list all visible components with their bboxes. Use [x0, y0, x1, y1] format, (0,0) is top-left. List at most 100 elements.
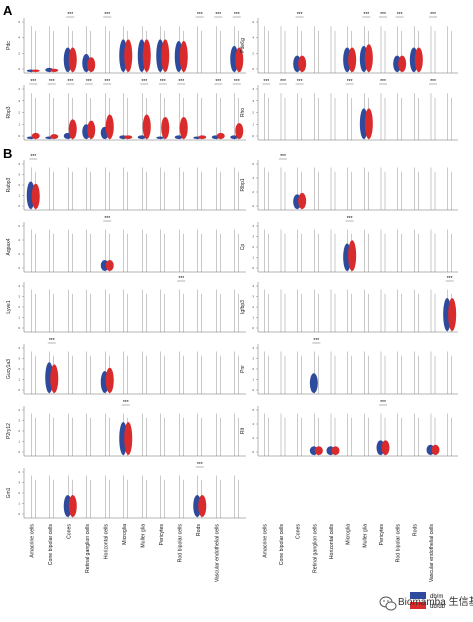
gene-label: Lyve1	[6, 300, 12, 313]
sig-label: ***	[104, 79, 110, 85]
y-tick-label: 4	[252, 87, 254, 91]
x-category-label: Vascular endothelial cells	[214, 524, 220, 583]
y-tick-label: 2	[18, 491, 20, 495]
y-tick-label: 0	[252, 266, 254, 270]
y-tick-label: 4	[252, 224, 254, 228]
sig-label: ***	[363, 12, 369, 18]
y-tick-label: 3	[18, 481, 20, 485]
x-category-label: Vascular endothelial cells	[429, 524, 435, 583]
sig-label: ***	[67, 79, 73, 85]
y-tick-label: 1	[18, 502, 20, 506]
violin-shape	[31, 69, 40, 72]
y-tick-label: 3	[252, 357, 254, 361]
sig-label: ***	[347, 216, 353, 222]
sig-label: ***	[347, 79, 353, 85]
y-tick-label: 6	[252, 408, 254, 412]
y-tick-label: 6	[18, 20, 20, 24]
sig-label: ***	[215, 12, 221, 18]
sig-label: ***	[141, 79, 147, 85]
sig-label: ***	[160, 79, 166, 85]
sig-label: ***	[280, 79, 286, 85]
y-tick-label: 1	[18, 316, 20, 320]
violin-shape	[87, 57, 96, 72]
y-tick-label: 2	[18, 305, 20, 309]
wechat-logo-icon	[379, 596, 397, 611]
sig-label: ***	[297, 79, 303, 85]
x-category-label: Retinal ganglion cells	[312, 524, 318, 573]
sig-label: ***	[430, 12, 436, 18]
violin-panel-igfbp3: Igfbp3 4 3 2 1 0 ***	[240, 276, 458, 333]
y-tick-label: 0	[18, 266, 20, 270]
y-tick-label: 2	[252, 367, 254, 371]
y-tick-label: 3	[18, 173, 20, 177]
violin-shape	[142, 114, 151, 139]
y-tick-label: 2	[18, 429, 20, 433]
x-category-label: Pericytes	[379, 524, 385, 546]
violin-panel-rlbp1: Rlbp1 6 4 2 0 ***	[240, 154, 458, 211]
sig-label: ***	[67, 12, 73, 18]
violin-panel-gucy1a3: Gucy1a3 4 3 2 1 0 ***	[6, 338, 246, 395]
y-tick-label: 1	[18, 122, 20, 126]
y-tick-label: 1	[252, 378, 254, 382]
violin-shape	[105, 367, 114, 393]
violin-shape	[161, 116, 170, 139]
violin-shape	[31, 183, 40, 210]
y-tick-label: 4	[18, 87, 20, 91]
y-tick-label: 2	[18, 252, 20, 256]
y-tick-label: 4	[18, 408, 20, 412]
y-tick-label: 0	[252, 450, 254, 454]
sig-label: ***	[49, 338, 55, 344]
violin-shape	[298, 192, 307, 209]
violin-shape	[331, 446, 340, 455]
sig-label: ***	[447, 276, 453, 282]
violin-shape	[124, 135, 133, 140]
sig-label: ***	[215, 79, 221, 85]
violin-shape	[105, 114, 114, 139]
y-tick-label: 2	[252, 436, 254, 440]
gene-label: Rho	[240, 108, 246, 117]
y-tick-label: 0	[252, 326, 254, 330]
violin-panel-p2ry12: P2ry12 4 3 2 1 0 ***	[6, 400, 246, 457]
y-tick-label: 0	[18, 450, 20, 454]
y-tick-label: 6	[252, 20, 254, 24]
y-tick-label: 3	[252, 235, 254, 239]
violin-panel-pde6g: Pde6g 6 4 2 0 *** *** *** *** ***	[240, 12, 458, 74]
violin-shape	[448, 298, 457, 331]
violin-panel-rbp3: Rbp3 4 3 2 1 0 *** *** *** *** *** *** *** *** *** ***	[6, 79, 246, 141]
y-tick-label: 4	[252, 36, 254, 40]
violin-shape	[235, 123, 244, 139]
sig-label: ***	[234, 79, 240, 85]
y-tick-label: 4	[252, 422, 254, 426]
y-tick-label: 4	[18, 470, 20, 474]
gene-label: Pde6g	[240, 38, 246, 53]
violin-shape	[298, 55, 307, 72]
x-category-label: Muller glia	[362, 524, 368, 548]
y-tick-label: 0	[18, 326, 20, 330]
sig-label: ***	[30, 154, 36, 160]
violin-panel-pnr: Pnr 4 3 2 1 0 ***	[240, 338, 458, 395]
x-category-label: Amacrine cells	[262, 524, 268, 558]
x-category-label: Cone bipolar cells	[48, 524, 54, 566]
y-tick-label: 3	[252, 99, 254, 103]
legend-swatch-dbdb	[410, 602, 426, 609]
sig-label: ***	[313, 338, 319, 344]
y-tick-label: 0	[18, 134, 20, 138]
y-tick-label: 3	[18, 419, 20, 423]
y-tick-label: 3	[252, 295, 254, 299]
y-tick-label: 2	[252, 305, 254, 309]
sig-label: ***	[380, 12, 386, 18]
gene-label: Rbp3	[6, 106, 12, 118]
violin-shape	[198, 135, 207, 140]
y-tick-label: 4	[252, 284, 254, 288]
gene-label: Rlt	[240, 427, 246, 434]
violin-shape	[68, 119, 77, 139]
y-tick-label: 2	[252, 190, 254, 194]
violin-shape	[348, 47, 357, 72]
y-tick-label: 0	[18, 388, 20, 392]
legend: db/m db/db	[410, 592, 446, 610]
y-tick-label: 4	[18, 238, 20, 242]
y-tick-label: 4	[18, 346, 20, 350]
x-category-label: Muller glia	[140, 524, 146, 548]
violin-shape	[348, 240, 357, 271]
sig-label: ***	[263, 79, 269, 85]
